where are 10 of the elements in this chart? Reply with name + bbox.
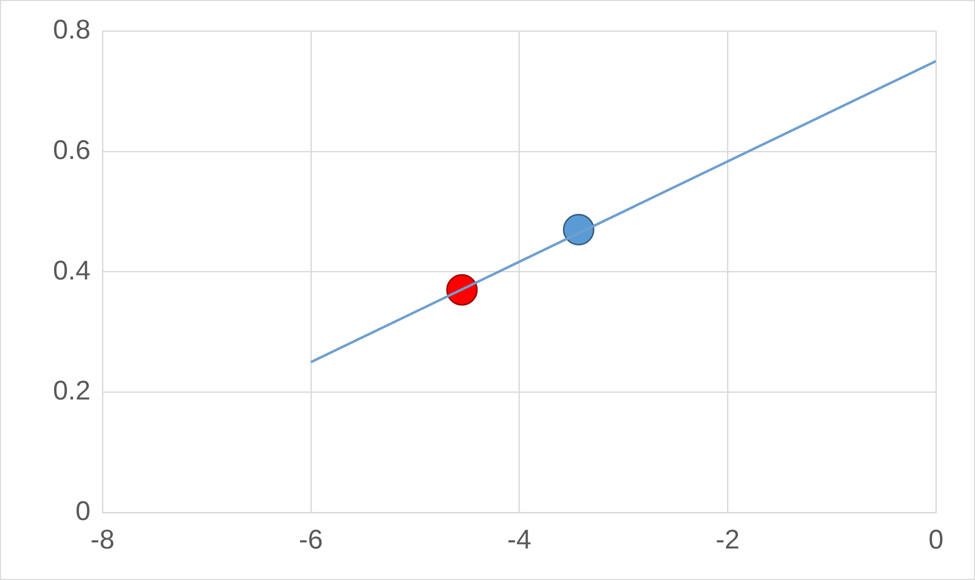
- x-tick-label: -6: [298, 524, 323, 554]
- y-tick-label: 0.2: [52, 376, 91, 406]
- y-tick-label: 0.6: [52, 134, 91, 165]
- y-tick-label: 0.8: [52, 14, 91, 44]
- x-tick-label: -8: [90, 524, 115, 554]
- x-tick-label: -2: [716, 524, 740, 554]
- x-tick-label: 0: [928, 524, 944, 554]
- y-tick-label: 0: [76, 496, 91, 526]
- x-tick-label: -4: [507, 524, 532, 554]
- y-tick-label: 0.4: [52, 255, 91, 286]
